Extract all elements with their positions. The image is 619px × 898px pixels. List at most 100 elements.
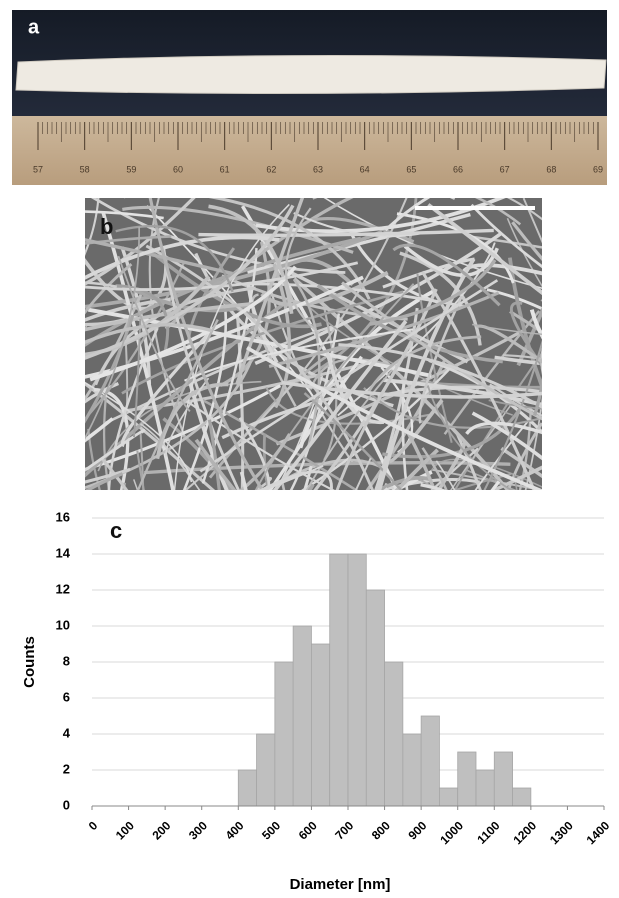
panel-a: a 57 58 59 60 61 62 63 64 65 66 67 68 69 bbox=[12, 10, 607, 185]
fibre bbox=[85, 417, 114, 443]
fibre bbox=[265, 386, 431, 425]
fibre bbox=[547, 199, 619, 244]
fibre bbox=[150, 250, 322, 329]
fibre bbox=[428, 358, 542, 435]
fibre bbox=[392, 243, 501, 307]
fibre bbox=[533, 376, 542, 417]
fibre bbox=[418, 295, 463, 424]
fibre bbox=[0, 288, 72, 609]
x-tick-label: 800 bbox=[369, 818, 393, 842]
ruler-label: 68 bbox=[546, 164, 556, 174]
fibre bbox=[338, 343, 542, 409]
fibre bbox=[474, 420, 529, 490]
bar bbox=[420, 715, 440, 807]
fibre bbox=[165, 377, 210, 457]
y-tick-label: 0 bbox=[63, 797, 70, 812]
fibre bbox=[254, 232, 502, 366]
fibre bbox=[39, 366, 78, 493]
y-tick-label: 10 bbox=[56, 617, 70, 632]
fibre bbox=[133, 479, 139, 490]
fibre bbox=[506, 217, 542, 288]
fibre bbox=[492, 487, 496, 490]
fibre bbox=[85, 467, 131, 484]
fibre bbox=[85, 298, 291, 478]
y-tick-label: 12 bbox=[56, 581, 70, 596]
fibre bbox=[516, 306, 542, 367]
ruler-label: 67 bbox=[500, 164, 510, 174]
fibre bbox=[194, 438, 237, 490]
fibre bbox=[148, 198, 265, 490]
fibre bbox=[0, 367, 84, 578]
fibre bbox=[354, 457, 372, 490]
bar bbox=[311, 643, 331, 807]
fibre bbox=[201, 248, 258, 484]
y-tick-label: 16 bbox=[56, 509, 70, 524]
fibre bbox=[85, 323, 213, 345]
ruler bbox=[12, 116, 607, 185]
bar bbox=[439, 787, 459, 807]
fibre bbox=[471, 411, 542, 461]
fibre bbox=[289, 313, 341, 490]
fibre bbox=[382, 405, 523, 459]
fibre bbox=[85, 314, 135, 424]
x-axis-label: Diameter [nm] bbox=[290, 876, 391, 893]
fibre bbox=[85, 263, 133, 315]
ruler-label: 65 bbox=[406, 164, 416, 174]
fibre bbox=[85, 204, 295, 360]
fibre bbox=[394, 448, 439, 490]
ruler-label: 59 bbox=[126, 164, 136, 174]
bar bbox=[457, 751, 477, 807]
bar bbox=[347, 553, 367, 807]
fibre bbox=[470, 203, 542, 269]
y-tick-label: 8 bbox=[63, 653, 70, 668]
fibre bbox=[94, 388, 130, 490]
fibre bbox=[564, 460, 619, 487]
fibre bbox=[543, 449, 619, 483]
bar bbox=[256, 733, 276, 807]
fibre bbox=[122, 205, 354, 254]
fibre bbox=[85, 275, 364, 379]
x-tick-label: 1100 bbox=[474, 818, 503, 847]
fibre bbox=[207, 419, 221, 490]
fibre bbox=[383, 378, 542, 407]
fibre bbox=[341, 281, 542, 421]
fibre bbox=[100, 456, 129, 490]
fibre bbox=[85, 235, 280, 280]
fibre bbox=[389, 398, 444, 464]
x-tick-label: 700 bbox=[332, 818, 356, 842]
fibre bbox=[384, 482, 401, 490]
fibre bbox=[366, 335, 482, 394]
fibre bbox=[235, 198, 305, 386]
fibre bbox=[369, 259, 497, 326]
panel-b: b bbox=[0, 198, 619, 619]
fibre bbox=[363, 387, 542, 429]
fibre bbox=[85, 292, 143, 402]
x-tick-label: 900 bbox=[405, 818, 429, 842]
panel-label: c bbox=[110, 518, 122, 543]
fibre bbox=[89, 265, 297, 382]
fibre bbox=[509, 301, 542, 369]
fibre bbox=[384, 198, 431, 232]
fibre bbox=[561, 247, 619, 497]
fibre bbox=[85, 198, 100, 256]
fibre bbox=[522, 198, 542, 244]
ruler-label: 69 bbox=[593, 164, 603, 174]
fibre bbox=[263, 496, 319, 619]
fibre bbox=[507, 257, 542, 393]
fibre bbox=[465, 421, 542, 435]
fibre bbox=[322, 306, 338, 461]
fibre bbox=[483, 339, 542, 490]
x-tick-label: 500 bbox=[259, 818, 283, 842]
fibre bbox=[261, 464, 324, 490]
fibre bbox=[376, 477, 480, 490]
fibre bbox=[316, 283, 503, 364]
fibre bbox=[540, 299, 542, 302]
ruler-label: 64 bbox=[360, 164, 370, 174]
fibre bbox=[540, 346, 542, 376]
fibre bbox=[117, 255, 191, 412]
y-tick-label: 2 bbox=[63, 761, 70, 776]
fibre bbox=[268, 355, 363, 490]
x-tick-label: 400 bbox=[223, 818, 247, 842]
fibre bbox=[335, 347, 410, 490]
